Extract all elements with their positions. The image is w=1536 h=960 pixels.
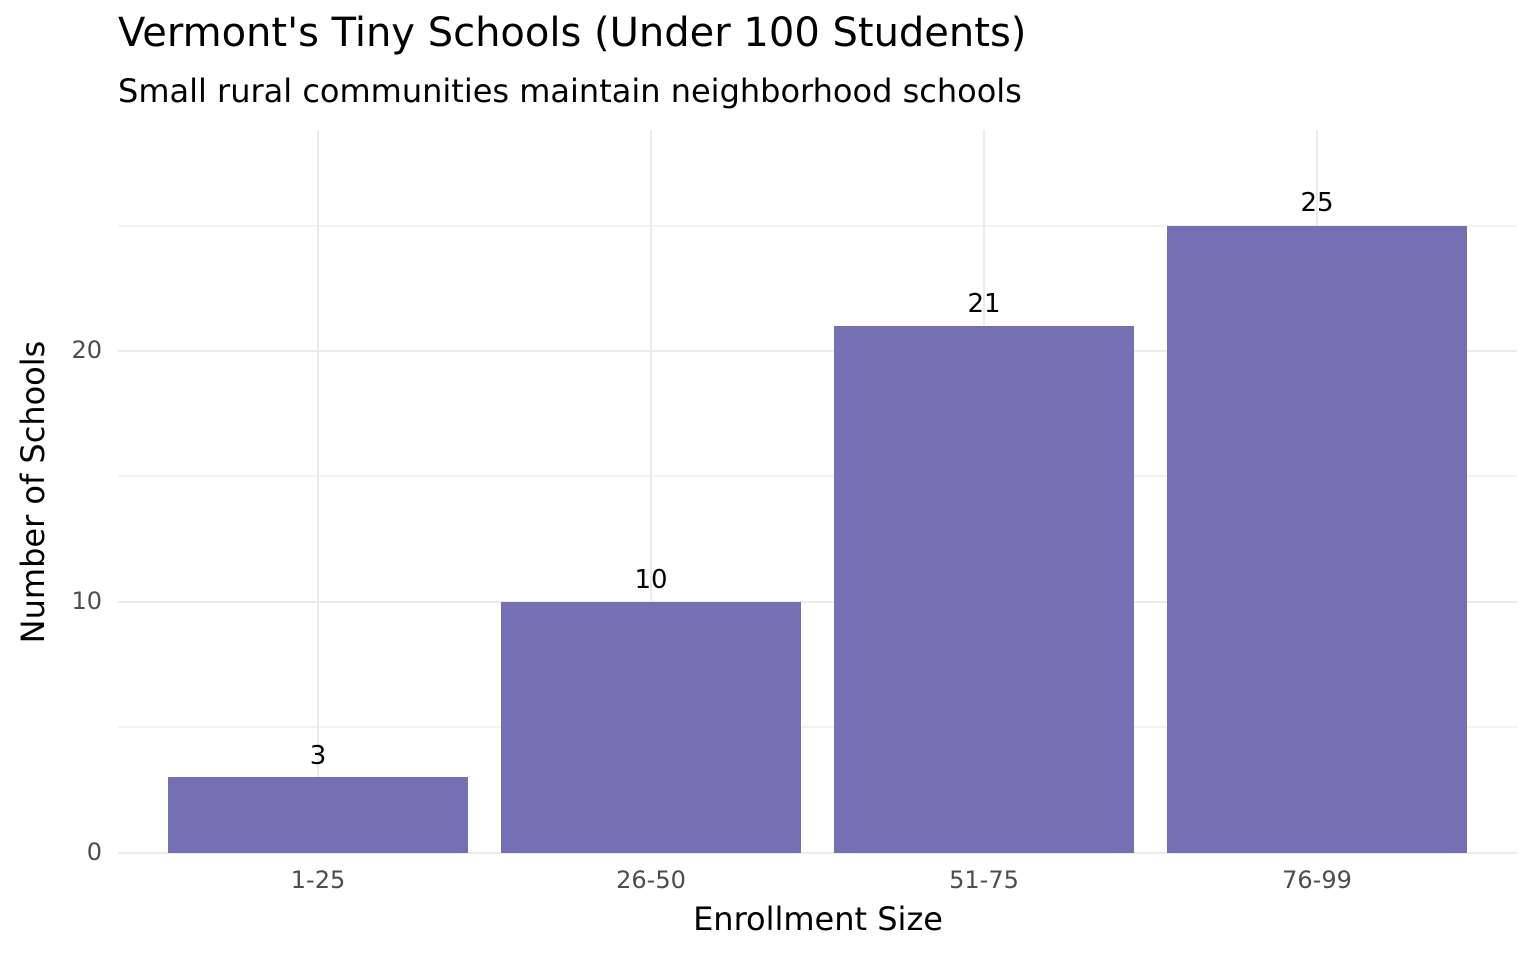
x-axis-label: Enrollment Size: [693, 900, 943, 938]
y-axis-label: Number of Schools: [14, 340, 52, 644]
bar-51-75: [834, 326, 1134, 853]
gridline-minor: [118, 225, 1517, 227]
y-tick-label: 10: [71, 587, 102, 615]
bar-value-label: 3: [309, 741, 327, 771]
gridline-major: [118, 601, 1517, 603]
bar-value-label: 25: [1300, 188, 1334, 218]
gridline-minor: [118, 475, 1517, 477]
y-tick-label: 20: [71, 336, 102, 364]
chart-subtitle: Small rural communities maintain neighbo…: [118, 72, 1022, 110]
bar-26-50: [501, 602, 801, 853]
gridline-minor: [118, 726, 1517, 728]
plot-area: 3 10 21 25: [118, 130, 1517, 854]
bar-76-99: [1167, 226, 1467, 853]
gridline-major: [118, 350, 1517, 352]
x-tick-label: 26-50: [616, 866, 686, 894]
gridline-vertical: [650, 130, 652, 853]
chart-title: Vermont's Tiny Schools (Under 100 Studen…: [118, 10, 1027, 56]
gridline-major: [118, 852, 1517, 854]
x-tick-label: 76-99: [1282, 866, 1352, 894]
x-tick-label: 1-25: [290, 866, 346, 894]
bar-value-label: 10: [634, 565, 668, 595]
gridline-vertical: [317, 130, 319, 853]
x-tick-label: 51-75: [949, 866, 1019, 894]
bar-1-25: [168, 777, 468, 853]
y-tick-label: 0: [86, 838, 102, 866]
bar-value-label: 21: [967, 289, 1001, 319]
